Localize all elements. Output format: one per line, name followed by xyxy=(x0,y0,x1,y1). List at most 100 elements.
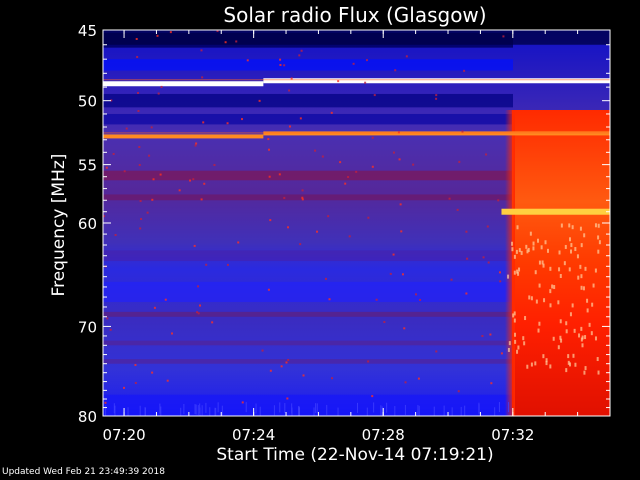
noise-speckle xyxy=(565,329,568,334)
noise-speckle xyxy=(567,354,570,359)
noise-speckle xyxy=(448,197,451,200)
noise-speckle xyxy=(482,256,485,259)
noise-speckle xyxy=(355,170,358,173)
noise-speckle xyxy=(194,404,196,415)
noise-speckle xyxy=(156,34,159,37)
noise-speckle xyxy=(324,277,327,280)
noise-speckle xyxy=(373,94,376,97)
noise-speckle xyxy=(594,336,597,341)
noise-speckle xyxy=(114,405,116,416)
noise-speckle xyxy=(518,248,521,253)
noise-speckle xyxy=(560,338,563,343)
noise-speckle xyxy=(520,250,523,255)
frequency-band xyxy=(103,359,513,364)
noise-speckle xyxy=(394,406,396,416)
noise-speckle xyxy=(144,407,146,416)
noise-speckle xyxy=(580,243,583,248)
noise-speckle xyxy=(457,390,460,393)
burst-onset-edge xyxy=(505,110,515,416)
noise-speckle xyxy=(530,362,533,367)
noise-speckle xyxy=(192,178,195,181)
noise-speckle xyxy=(153,306,156,309)
x-axis: 07:20 07:24 07:28 07:32 xyxy=(102,30,579,444)
noise-speckle xyxy=(199,407,201,416)
noise-speckle xyxy=(267,288,270,291)
noise-speckle xyxy=(152,178,155,181)
noise-speckle xyxy=(123,386,126,389)
noise-speckle xyxy=(348,235,351,238)
emission-lines xyxy=(103,78,610,215)
noise-speckle xyxy=(197,312,200,315)
y-tick-label: 70 xyxy=(78,318,97,336)
noise-speckle xyxy=(529,231,532,236)
noise-speckle xyxy=(285,361,288,364)
noise-speckle xyxy=(269,219,272,222)
noise-speckle xyxy=(137,109,140,112)
noise-speckle xyxy=(103,215,106,218)
noise-speckle xyxy=(485,153,488,156)
noise-speckle xyxy=(288,89,291,92)
noise-speckle xyxy=(537,238,540,243)
noise-speckle xyxy=(583,233,586,238)
noise-speckle xyxy=(528,295,531,300)
noise-speckle xyxy=(594,268,597,273)
noise-speckle xyxy=(568,237,571,242)
noise-speckle xyxy=(538,283,541,288)
noise-speckle xyxy=(538,260,541,265)
noise-speckle xyxy=(465,292,468,295)
y-tick-label: 80 xyxy=(78,408,97,426)
noise-speckle xyxy=(460,406,462,416)
noise-speckle xyxy=(571,225,574,230)
noise-speckle xyxy=(139,405,141,416)
noise-speckle xyxy=(316,403,318,414)
noise-speckle xyxy=(366,407,368,416)
burst-region xyxy=(512,110,610,416)
noise-speckle xyxy=(258,99,261,102)
noise-speckle xyxy=(525,244,528,249)
noise-speckle xyxy=(596,357,599,362)
noise-speckle xyxy=(512,313,515,318)
x-tick-label: 07:24 xyxy=(232,426,275,444)
noise-speckle xyxy=(327,215,330,218)
noise-speckle xyxy=(321,155,324,158)
noise-speckle xyxy=(404,381,407,384)
x-axis-label: Start Time (22-Nov-14 07:19:21) xyxy=(216,445,493,465)
noise-speckle xyxy=(513,270,516,275)
noise-speckle xyxy=(301,196,304,199)
noise-speckle xyxy=(435,94,438,97)
noise-speckle xyxy=(197,285,200,288)
noise-speckle xyxy=(532,241,535,246)
frequency-band xyxy=(103,30,610,45)
noise-speckle xyxy=(545,361,548,366)
noise-speckle xyxy=(546,248,549,253)
noise-speckle xyxy=(419,298,422,301)
noise-speckle xyxy=(418,405,420,416)
noise-speckle xyxy=(134,363,137,366)
frequency-band xyxy=(103,59,513,71)
noise-speckle xyxy=(466,257,469,260)
noise-speckle xyxy=(523,341,526,346)
noise-speckle xyxy=(280,365,283,368)
noise-speckle xyxy=(549,303,552,308)
noise-speckle xyxy=(288,125,291,128)
noise-speckle xyxy=(298,406,300,416)
noise-speckle xyxy=(214,407,216,416)
noise-speckle xyxy=(125,127,128,130)
noise-speckle xyxy=(541,260,544,265)
noise-speckle xyxy=(337,80,340,83)
noise-speckle xyxy=(552,336,555,341)
noise-speckle xyxy=(564,244,567,249)
noise-speckle xyxy=(196,311,199,314)
noise-speckle xyxy=(138,164,141,167)
noise-speckle xyxy=(205,402,207,413)
noise-speckle xyxy=(386,402,388,413)
y-tick-label: 60 xyxy=(78,215,97,233)
noise-speckle xyxy=(487,261,490,264)
noise-speckle xyxy=(301,198,304,201)
noise-speckle xyxy=(352,62,355,65)
noise-speckle xyxy=(300,49,303,52)
noise-speckle xyxy=(371,165,374,168)
noise-speckle xyxy=(215,407,217,416)
noise-speckle xyxy=(588,322,591,327)
noise-speckle xyxy=(450,278,453,281)
